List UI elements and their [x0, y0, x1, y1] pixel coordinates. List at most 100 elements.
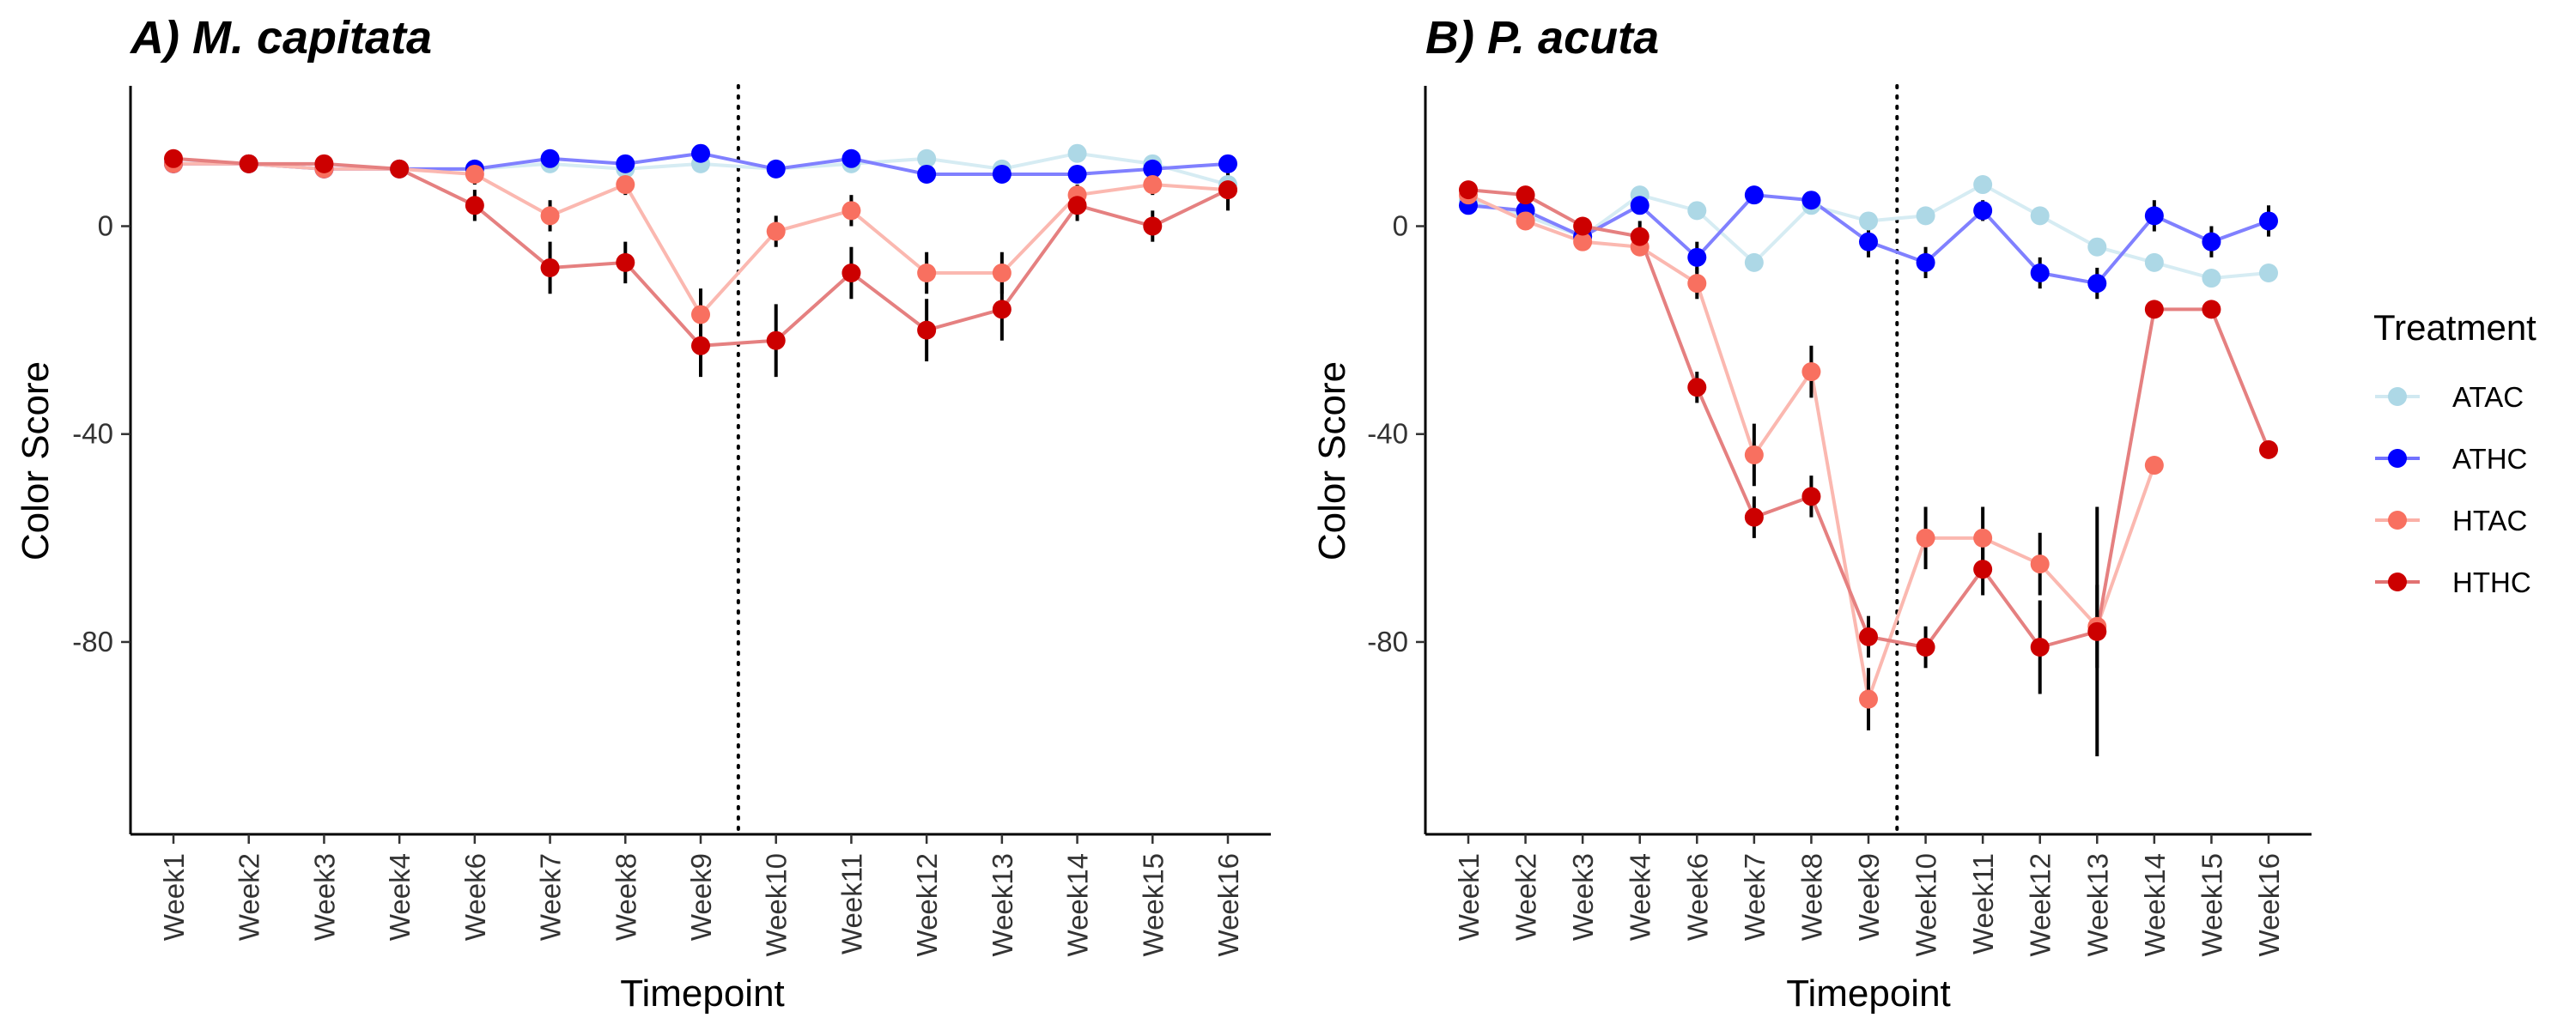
panel-b-series-atac-point: [2202, 269, 2221, 288]
panel-a-series-hthc-point: [1143, 216, 1163, 236]
panel-a-series-hthc-point: [917, 320, 937, 340]
panel-b-series-hthc-point: [1801, 487, 1821, 506]
panel-b-x-tick-label: Week9: [1853, 853, 1885, 941]
legend-label: HTAC: [2452, 505, 2527, 536]
panel-b-series-htac-point: [1687, 274, 1707, 294]
panel-b-x-tick-label: Week8: [1795, 853, 1827, 941]
panel-a-x-tick-label: Week13: [987, 853, 1018, 956]
panel-a-series-hthc-point: [992, 300, 1012, 319]
panel-b-series-htac-point: [1801, 362, 1821, 382]
panel-a-series-athc-point: [1218, 154, 1237, 173]
panel-a: A) M. capitata Timepoint Color Score 0 -4…: [15, 12, 1271, 1015]
panel-b-series-atac-point: [1859, 211, 1878, 231]
panel-b-series-atac-point: [2144, 252, 2164, 272]
panel-a-y-axis-title: Color Score: [15, 361, 57, 560]
panel-b-y-axis-title: Color Score: [1311, 361, 1353, 560]
panel-a-series-athc-point: [992, 164, 1012, 184]
panel-b-series-athc-point: [2030, 264, 2050, 282]
panel-a-series-htac-point: [992, 264, 1012, 282]
panel-a-series-hthc-point: [691, 336, 710, 355]
panel-b-series-athc-point: [1687, 247, 1707, 267]
panel-b-title: B) P. acuta: [1425, 12, 1659, 64]
panel-a-series-atac-point: [917, 148, 937, 168]
panel-a-series-athc-point: [1143, 159, 1163, 179]
panel-b-series-htac-point: [2144, 456, 2164, 476]
panel-b-series-athc-point: [2087, 274, 2107, 294]
panel-b-series-hthc-point: [2030, 638, 2050, 657]
panel-a-series-hthc-point: [1067, 196, 1087, 215]
panel-b-series-htac-point: [1744, 445, 1764, 464]
panel-b-plot-area: 0 -40 -80 Week1 Week2 Week3 Week4 Week6 Week7 Wee…: [1367, 84, 2312, 956]
panel-a-series-htac-point: [616, 175, 635, 195]
panel-a-x-tick-label: Week7: [535, 853, 567, 941]
panel-b-x-tick-label: Week12: [2025, 853, 2057, 956]
panel-b-x-tick-label: Week10: [1911, 853, 1942, 956]
panel-b-series-hthc-point: [2144, 300, 2164, 319]
panel-b-y-tick-label: -80: [1367, 626, 1408, 657]
panel-a-y-tick-label: -40: [72, 418, 113, 450]
panel-a-series-hthc-point: [766, 330, 786, 350]
panel-a-series-htac-point: [691, 305, 710, 324]
legend-key-point: [2388, 573, 2407, 591]
panel-a-x-tick-label: Week12: [911, 853, 943, 956]
panel-a-x-axis-title: Timepoint: [620, 972, 785, 1015]
panel-b-series-hthc-point: [1459, 180, 1478, 200]
panel-b-series-hthc-point: [2259, 439, 2278, 459]
panel-b-series-hthc-point: [1859, 627, 1878, 646]
panel-b-x-tick-label: Week3: [1567, 853, 1599, 941]
panel-b-x-tick-label: Week11: [1967, 853, 1999, 954]
legend-label: ATHC: [2452, 443, 2527, 475]
panel-b-series-athc-point: [1801, 191, 1821, 210]
panel-b-series-atac-point: [1744, 252, 1764, 272]
panel-b-series-hthc-point: [1973, 560, 1993, 579]
panel-b-series-htac-point: [1859, 689, 1878, 709]
panel-a-x-tick-label: Week4: [384, 853, 416, 941]
panel-a-series-athc-point: [766, 159, 786, 179]
panel-a-x-tick-label: Week8: [610, 853, 641, 941]
panel-b-series-athc-point: [1744, 185, 1764, 205]
panel-b-y-tick-label: -40: [1367, 418, 1408, 450]
panel-b-x-tick-label: Week2: [1510, 853, 1542, 941]
panel-a-x-tick-label: Week14: [1062, 853, 1094, 956]
panel-b-series-htac-point: [1573, 232, 1593, 251]
panel-b-x-tick-label: Week7: [1739, 853, 1771, 941]
panel-b-series-athc-point: [2259, 211, 2278, 231]
panel-a-series-htac-point: [1143, 175, 1163, 195]
panel-a-series-htac-point: [465, 164, 484, 184]
panel-b-series-athc-point: [1630, 196, 1649, 215]
panel-a-series-htac-point: [766, 221, 786, 241]
panel-a-series-htac-point: [917, 264, 937, 282]
panel-a-series-hthc-point: [164, 148, 183, 168]
legend: Treatment ATAC ATHC HTAC HTHC: [2373, 307, 2537, 598]
panel-a-x-tick-label: Week1: [158, 853, 190, 941]
panel-b-series-htac-point: [1973, 528, 1993, 548]
panel-b-series-atac-point: [1973, 175, 1993, 195]
panel-b-series-hthc-point: [1573, 216, 1593, 236]
panel-a-series-athc-point: [841, 148, 861, 168]
panel-a-x-tick-label: Week15: [1137, 853, 1169, 956]
panel-b-series-atac-point: [2030, 206, 2050, 226]
panel-a-series-athc-point: [691, 143, 710, 163]
panel-b-series-atac-point: [1916, 206, 1935, 226]
panel-b-x-tick-label: Week14: [2139, 853, 2171, 956]
panel-b: B) P. acuta Timepoint Color Score 0 -40 -8…: [1311, 12, 2312, 1015]
legend-label: HTHC: [2452, 566, 2531, 598]
panel-b-x-tick-label: Week4: [1625, 853, 1656, 941]
panel-b-series-atac-point: [2259, 264, 2278, 282]
panel-b-series-htac-point: [1516, 211, 1535, 231]
panel-a-series-hthc-point: [540, 258, 560, 277]
panel-b-y-tick-label: 0: [1393, 210, 1408, 242]
panel-b-series-atac-point: [2087, 237, 2107, 257]
panel-a-series-htac-point: [540, 206, 560, 226]
legend-key-point: [2388, 449, 2407, 468]
panel-b-series-hthc-point: [1744, 507, 1764, 527]
panel-b-series-hthc-point: [1687, 378, 1707, 397]
panel-b-series-hthc-point: [1916, 638, 1935, 657]
panel-a-x-tick-label: Week2: [234, 853, 265, 941]
panel-b-series-atac-point: [1687, 201, 1707, 221]
panel-b-series-athc-point: [2144, 206, 2164, 226]
legend-label: ATAC: [2452, 381, 2524, 413]
panel-a-series-athc-point: [1067, 164, 1087, 184]
panel-a-series-hthc-point: [314, 154, 334, 173]
